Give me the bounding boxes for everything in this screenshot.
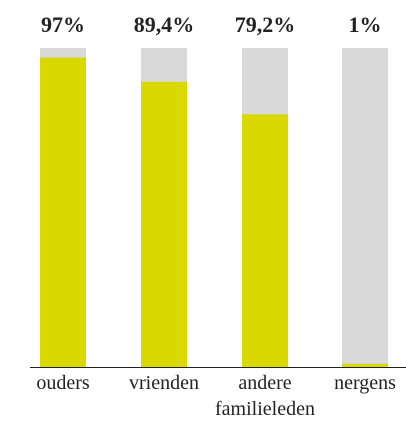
x-tick-label: vrienden: [129, 372, 199, 394]
x-tick-label: ouders: [36, 372, 90, 394]
bar-track: [342, 48, 388, 367]
x-tick-label: nergens: [334, 372, 396, 394]
x-tick-label: andere familieleden: [215, 372, 315, 420]
bar: [40, 57, 86, 367]
value-label: 89,4%: [134, 12, 195, 37]
bar: [141, 81, 187, 368]
value-label: 1%: [349, 12, 382, 37]
bar: [242, 114, 288, 368]
value-label: 97%: [41, 12, 85, 37]
bar: [342, 363, 388, 367]
value-label: 79,2%: [235, 12, 296, 37]
